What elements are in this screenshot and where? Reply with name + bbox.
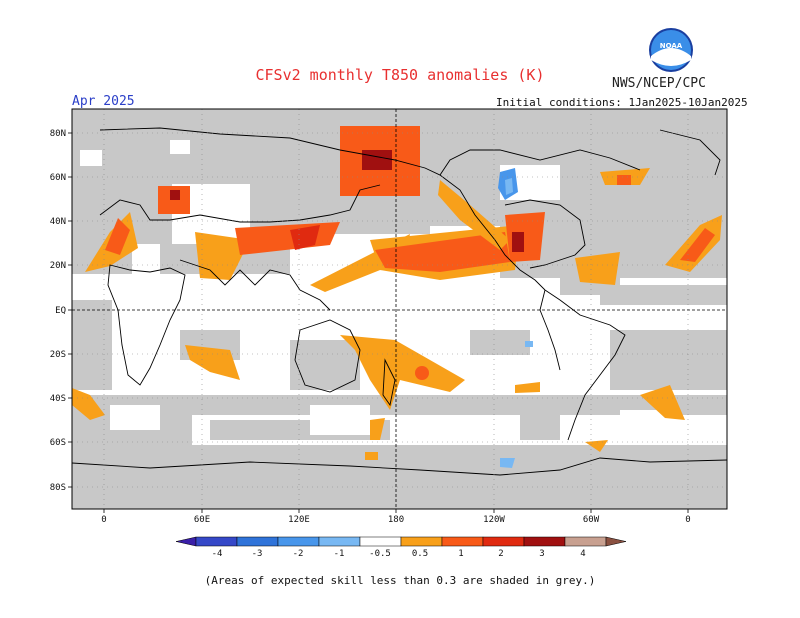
colorbar-label: -4 (212, 549, 223, 559)
lon-label: 60W (583, 515, 600, 525)
longitude-axis: 0 60E 120E 180 120W 60W 0 (101, 509, 691, 525)
colorbar-label: 1 (458, 549, 463, 559)
lat-label: 40S (50, 394, 66, 404)
lat-label: 20N (50, 261, 66, 271)
colorbar-label: 0.5 (412, 549, 428, 559)
lat-label: 40N (50, 217, 66, 227)
colorbar-label: 2 (498, 549, 503, 559)
lon-label: 180 (388, 515, 404, 525)
colorbar-segment (400, 536, 443, 547)
colorbar-label: 3 (539, 549, 544, 559)
graticule (72, 109, 727, 509)
colorbar-label: -1 (334, 549, 345, 559)
colorbar-segment (359, 536, 402, 547)
colorbar-label: -2 (293, 549, 304, 559)
colorbar-segment (564, 536, 607, 547)
warm-anomalies (72, 126, 722, 460)
colorbar-segment (441, 536, 484, 547)
lat-label: 80N (50, 129, 66, 139)
colorbar-segment (236, 536, 279, 547)
forecast-month: Apr 2025 (72, 94, 135, 109)
colorbar-segment (482, 536, 525, 547)
latitude-axis: 80N 60N 40N 20N EQ 20S 40S 60S 80S (50, 129, 72, 493)
lon-label: 0 (685, 515, 690, 525)
colorbar-segment (318, 536, 361, 547)
colorbar-label: -0.5 (369, 549, 391, 559)
lon-label: 120W (483, 515, 505, 525)
initial-conditions: Initial conditions: 1Jan2025-10Jan2025 (496, 96, 748, 109)
colorbar-arrow-high (605, 536, 627, 547)
colorbar-arrow-low (175, 536, 197, 547)
noaa-logo: NOAA (649, 28, 693, 72)
colorbar (175, 536, 627, 547)
cold-anomalies (498, 168, 533, 468)
lat-label: 80S (50, 483, 66, 493)
lat-label: EQ (55, 306, 66, 316)
colorbar-label: -3 (252, 549, 263, 559)
colorbar-segment (523, 536, 566, 547)
lon-label: 120E (288, 515, 310, 525)
lat-label: 20S (50, 350, 66, 360)
lat-label: 60N (50, 173, 66, 183)
skill-caption: (Areas of expected skill less than 0.3 a… (204, 574, 596, 587)
logo-text: NOAA (660, 42, 683, 50)
colorbar-labels: -4 -3 -2 -1 -0.5 0.5 1 2 3 4 (212, 549, 586, 559)
colorbar-segment (195, 536, 238, 547)
lon-label: 0 (101, 515, 106, 525)
coastlines (71, 127, 728, 476)
colorbar-label: 4 (580, 549, 585, 559)
map-title: CFSv2 monthly T850 anomalies (K) (255, 66, 545, 84)
organization-label: NWS/NCEP/CPC (612, 76, 706, 91)
lon-label: 60E (194, 515, 210, 525)
colorbar-segment (277, 536, 320, 547)
map-frame (71, 108, 728, 510)
lat-label: 60S (50, 438, 66, 448)
